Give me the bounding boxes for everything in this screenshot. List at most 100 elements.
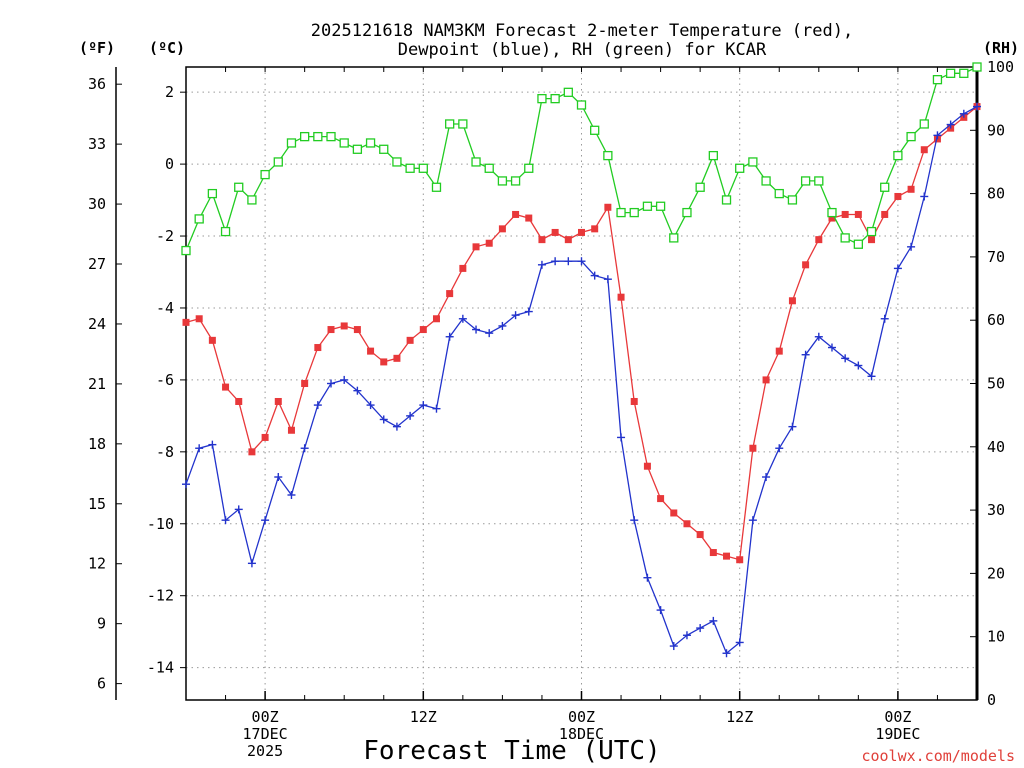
axes: 20-2-4-6-8-10-12-14363330272421181512961… [88, 58, 1014, 709]
temperature-point [657, 495, 665, 503]
fahrenheit-axis-label: (ºF) [79, 39, 115, 57]
rh-point [748, 157, 758, 167]
dewpoint-point [182, 480, 190, 489]
dewpoint-point [893, 264, 902, 273]
dewpoint-point [920, 192, 929, 201]
dewpoint-point [366, 401, 375, 410]
rh-point [458, 119, 468, 129]
rh-point [352, 144, 363, 154]
temperature-point [683, 520, 691, 528]
celsius-tick-label: -4 [156, 299, 174, 317]
rh-point [194, 214, 204, 224]
celsius-tick-label: -10 [147, 515, 174, 533]
dewpoint-point [973, 102, 981, 111]
dewpoint-point [353, 386, 362, 395]
rh-point [550, 94, 560, 104]
temperature-point [459, 264, 467, 272]
temperature-point [472, 243, 480, 251]
dewpoint-point [406, 411, 415, 420]
celsius-tick-label: -12 [147, 587, 174, 605]
chart-title-line2: Dewpoint (blue), RH (green) for KCAR [398, 40, 767, 60]
dewpoint-point [735, 638, 744, 647]
rh-point [761, 176, 771, 186]
temperature-point [881, 210, 889, 218]
x-tick-label: 12Z [726, 708, 753, 726]
dewpoint-point [630, 516, 639, 525]
temperature-point [353, 326, 361, 334]
rh-point [524, 163, 534, 173]
dewpoint-point [748, 516, 757, 525]
temperature-point [222, 383, 230, 391]
dewpoint-point [762, 473, 771, 482]
rh-point [642, 201, 653, 211]
dewpoint-point [854, 361, 863, 370]
dewpoint-point [867, 372, 876, 381]
rh-point [840, 233, 850, 243]
dewpoint-point [946, 120, 955, 129]
temperature-point [327, 326, 335, 334]
rh-point [510, 176, 521, 186]
temperature-point [314, 344, 322, 352]
rh-point [853, 239, 863, 249]
temperature-point [485, 239, 493, 247]
fahrenheit-tick-label: 24 [88, 315, 106, 333]
dewpoint-point [643, 573, 652, 582]
rh-point [787, 195, 798, 205]
dewpoint-point [590, 271, 599, 280]
dewpoint-point [880, 314, 889, 323]
rh-tick-label: 10 [987, 628, 1005, 646]
fahrenheit-tick-label: 36 [88, 75, 106, 93]
temperature-point [432, 315, 440, 323]
rh-tick-label: 100 [987, 58, 1014, 76]
rh-point [708, 150, 718, 161]
rh-point [247, 195, 257, 205]
rh-point [207, 188, 218, 199]
rh-point [181, 245, 191, 256]
rh-point [484, 163, 494, 173]
dewpoint-point [511, 311, 520, 320]
temperature-point [920, 146, 928, 154]
temperature-point [248, 448, 256, 456]
dewpoint-point [419, 401, 428, 410]
rh-point [603, 150, 613, 161]
rh-tick-label: 20 [987, 564, 1005, 582]
rh-point [379, 144, 389, 154]
temperature-point [670, 509, 678, 517]
dewpoint-point [564, 257, 573, 266]
fahrenheit-tick-label: 6 [97, 675, 106, 693]
rh-point [880, 182, 890, 192]
rh-point [919, 119, 929, 129]
dewpoint-point [485, 329, 494, 338]
x-tick-label: 00Z [568, 708, 595, 726]
dewpoint-point [669, 642, 678, 651]
celsius-tick-label: 2 [165, 83, 174, 101]
rh-point [827, 207, 837, 218]
dewpoint-point [682, 631, 691, 640]
rh-tick-label: 30 [987, 501, 1005, 519]
dewpoint-point [247, 559, 256, 568]
rh-point [721, 195, 732, 205]
rh-tick-label: 80 [987, 185, 1005, 203]
dewpoint-point [392, 422, 401, 431]
dewpoint-point [696, 624, 705, 633]
temperature-point [854, 210, 862, 218]
fahrenheit-tick-label: 12 [88, 555, 106, 573]
rh-point [959, 68, 969, 78]
dewpoint-point [788, 422, 797, 431]
temperature-point [551, 228, 559, 236]
rh-point [893, 150, 903, 161]
rh-point [590, 125, 600, 135]
temperature-point [894, 192, 902, 200]
rh-point [392, 157, 402, 167]
rh-point [273, 157, 283, 167]
dewpoint-point [814, 332, 823, 341]
rh-point [616, 207, 626, 218]
fahrenheit-tick-label: 15 [88, 495, 106, 513]
dewpoint-point [841, 354, 850, 363]
temperature-point [419, 326, 427, 334]
dewpoint-point [498, 321, 507, 330]
temperature-point [564, 236, 572, 244]
dewpoint-point [221, 516, 230, 525]
dewpoint-point [577, 257, 586, 266]
